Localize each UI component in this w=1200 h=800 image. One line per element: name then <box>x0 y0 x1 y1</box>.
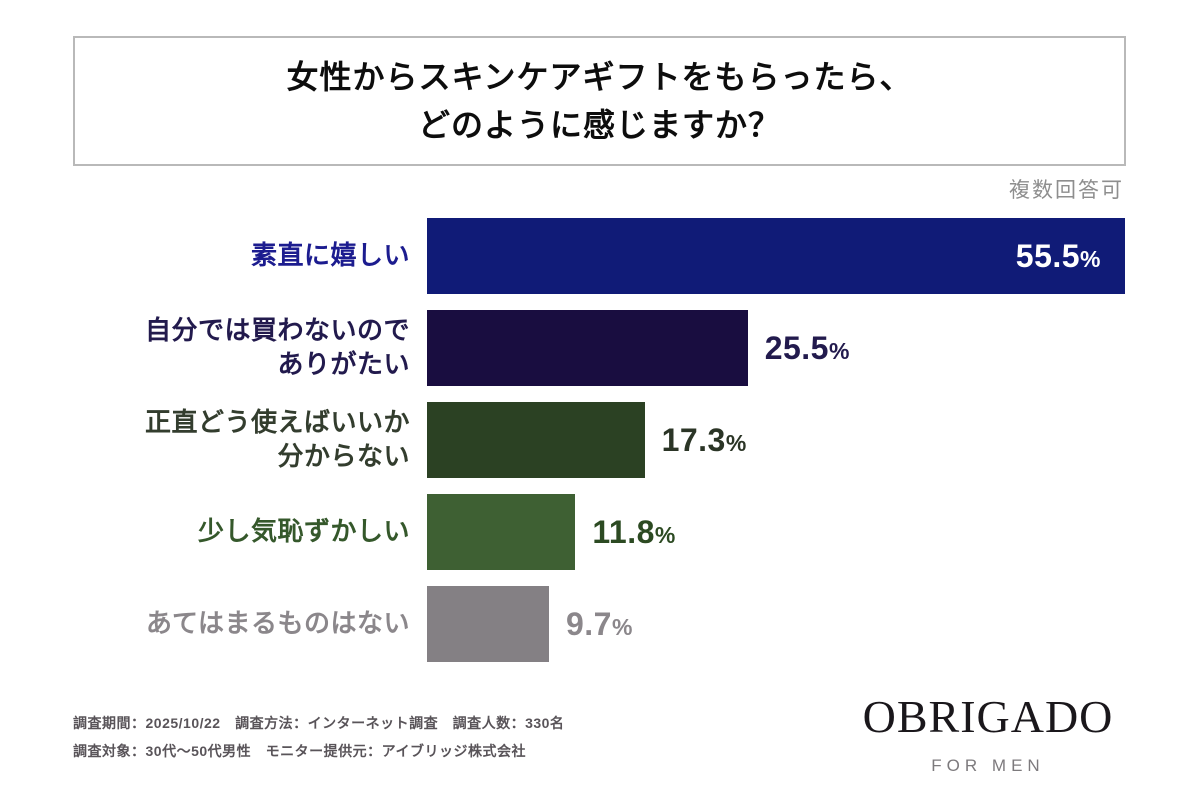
brand-logo: OBRIGADO FOR MEN <box>838 694 1138 776</box>
multiple-answers-note: 複数回答可 <box>1009 179 1124 202</box>
bar-segment <box>427 402 645 478</box>
bar-track: 25.5% <box>427 310 1200 386</box>
bar-track: 11.8% <box>427 494 1200 570</box>
value-label: 9.7% <box>565 605 633 642</box>
category-label: 素直に嬉しい <box>250 240 410 271</box>
brand-tagline: FOR MEN <box>931 756 1045 775</box>
value-label: 17.3% <box>661 421 747 458</box>
bar-segment <box>427 310 748 386</box>
chart-row: 少し気恥ずかしい 11.8% <box>0 494 1200 570</box>
value-label: 25.5% <box>764 329 850 366</box>
category-label: 少し気恥ずかしい <box>197 516 410 547</box>
bar-segment: 55.5% <box>427 218 1125 294</box>
category-label: あてはまるものはない <box>146 608 410 639</box>
chart-row: あてはまるものはない 9.7% <box>0 586 1200 662</box>
value-label: 11.8% <box>592 513 676 550</box>
category-label: 自分では買わないので ありがたい <box>144 315 410 379</box>
survey-question-box: 女性からスキンケアギフトをもらったら、 どのように感じますか？ <box>73 36 1126 166</box>
brand-name: OBRIGADO <box>862 691 1114 742</box>
chart-row: 自分では買わないので ありがたい 25.5% <box>0 310 1200 386</box>
page-title: 女性からスキンケアギフトをもらったら、 どのように感じますか？ <box>286 59 913 143</box>
bar-segment <box>427 494 576 570</box>
value-label: 55.5% <box>1015 237 1101 274</box>
bar-track: 17.3% <box>427 402 1200 478</box>
category-label: 正直どう使えばいいか 分からない <box>144 407 410 471</box>
bar-chart: 素直に嬉しい 55.5% 自分では買わないので ありがたい 25.5% 正直どう… <box>0 218 1200 678</box>
bar-segment <box>427 586 549 662</box>
bar-track: 55.5% <box>427 218 1200 294</box>
bar-track: 9.7% <box>427 586 1200 662</box>
chart-row: 正直どう使えばいいか 分からない 17.3% <box>0 402 1200 478</box>
chart-row: 素直に嬉しい 55.5% <box>0 218 1200 294</box>
survey-methodology-note: 調査期間：2025/10/22 調査方法：インターネット調査 調査人数：330名… <box>73 714 565 760</box>
